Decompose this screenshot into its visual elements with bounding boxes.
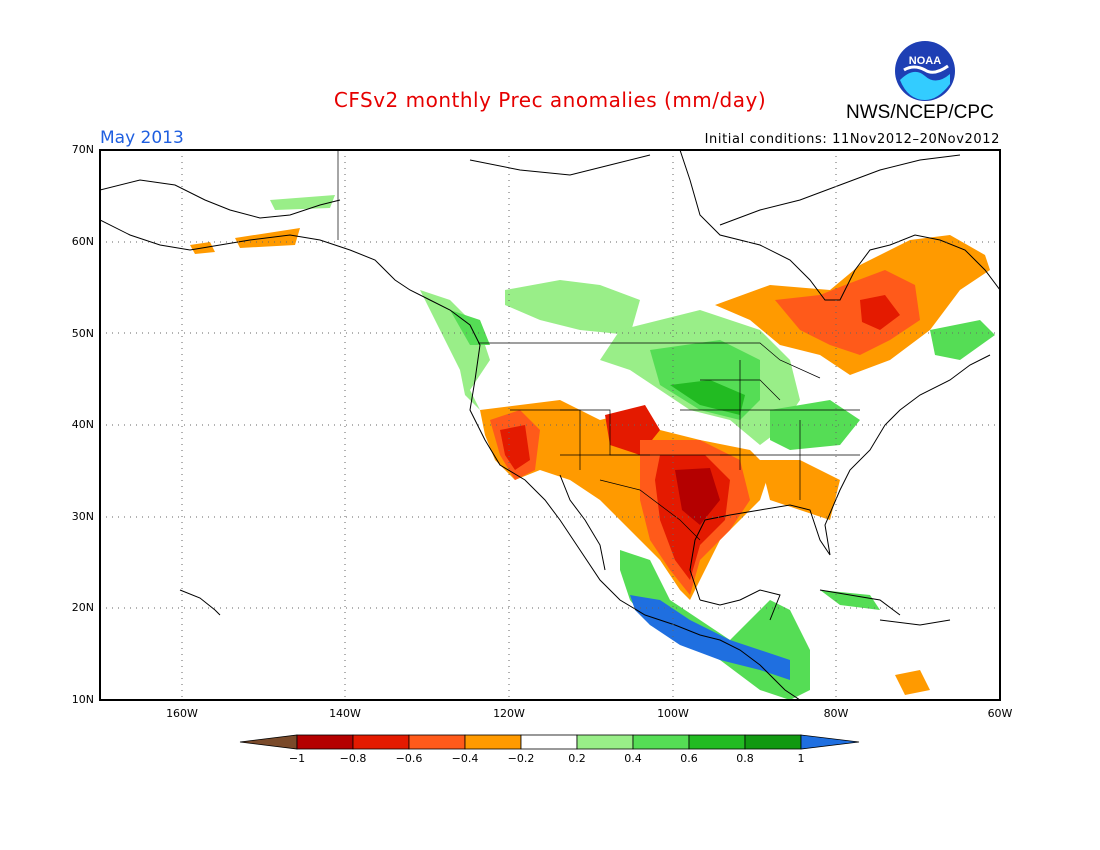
graticule	[100, 150, 1000, 700]
colorbar-tick-label: −0.4	[451, 752, 479, 765]
colorbar-tick-label: 1	[797, 752, 805, 765]
lon-tick-label: 80W	[823, 707, 849, 720]
colorbar-tick-label: −0.6	[395, 752, 423, 765]
colorbar-cell	[352, 734, 410, 750]
coastlines	[100, 150, 1000, 700]
anomaly-canada-green	[505, 280, 640, 335]
colorbar-arrow-low	[239, 734, 298, 750]
lat-tick-label: 60N	[71, 235, 94, 248]
colorbar-tick-label: −0.8	[339, 752, 367, 765]
initial-conditions: Initial conditions: 11Nov2012–20Nov2012	[704, 132, 1000, 147]
colorbar-cell	[296, 734, 354, 750]
anomaly-central-green-dark	[670, 380, 745, 415]
lat-tick-label: 70N	[71, 143, 94, 156]
colorbar-tick-label: 0.8	[736, 752, 754, 765]
forecast-month: May 2013	[100, 128, 184, 148]
map-title: CFSv2 monthly Prec anomalies (mm/day)	[333, 88, 767, 112]
colorbar-cell	[464, 734, 522, 750]
lon-tick-label: 160W	[166, 707, 198, 720]
lon-tick-label: 140W	[329, 707, 361, 720]
colorbar-tick-label: 0.2	[568, 752, 586, 765]
colorbar-cell	[520, 734, 578, 750]
lon-tick-label: 60W	[987, 707, 1013, 720]
lat-tick-label: 10N	[71, 693, 94, 706]
lon-tick-label: 100W	[657, 707, 689, 720]
colorbar-cell	[632, 734, 690, 750]
svg-text:NOAA: NOAA	[909, 55, 941, 67]
lon-tick-label: 120W	[493, 707, 525, 720]
lat-tick-label: 20N	[71, 601, 94, 614]
anomaly-quebec-red	[775, 270, 920, 355]
colorbar-tick-label: 0.6	[680, 752, 698, 765]
lat-tick-label: 30N	[71, 510, 94, 523]
anomaly-texas-core	[675, 468, 720, 525]
anomaly-pnw-green	[420, 290, 490, 410]
lat-tick-label: 40N	[71, 418, 94, 431]
colorbar-cell	[744, 734, 802, 750]
colorbar-cell	[576, 734, 634, 750]
agency-label: NWS/NCEP/CPC	[846, 102, 994, 123]
colorbar-cell	[408, 734, 466, 750]
colorbar-cell	[688, 734, 746, 750]
anomaly-bc-green	[450, 310, 490, 345]
anomaly-caribbean-green	[820, 590, 880, 610]
anomaly-alaska-green	[270, 195, 335, 210]
colorbar-tick-label: −1	[288, 752, 306, 765]
lat-tick-label: 50N	[71, 327, 94, 340]
anomaly-sw-darkred	[500, 425, 530, 470]
colorbar-arrow-high	[800, 734, 860, 750]
anomaly-caribbean-orange	[895, 670, 930, 695]
political-borders	[337, 150, 860, 541]
noaa-logo: NOAA	[895, 41, 955, 101]
anomaly-quebec-darkred	[860, 295, 900, 330]
map-frame	[99, 149, 1001, 701]
colorbar-tick-label: 0.4	[624, 752, 642, 765]
colorbar-tick-label: −0.2	[507, 752, 535, 765]
anomaly-maritimes-green	[930, 320, 995, 360]
